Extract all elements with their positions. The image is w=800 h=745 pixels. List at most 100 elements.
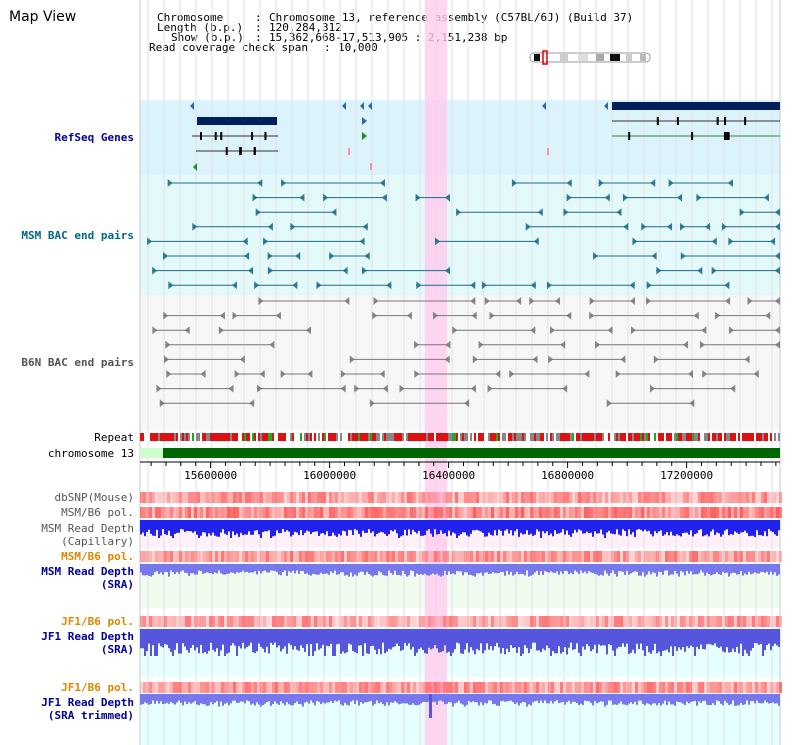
- repeat-element: [174, 433, 176, 441]
- jf1-depth-trimmed-bar: [350, 694, 352, 702]
- dbsnp-density: [143, 492, 146, 503]
- jf1-depth-sra-bar: [260, 629, 262, 648]
- msm-depth-capillary-bar: [776, 520, 778, 536]
- msm-depth-capillary-bar: [274, 520, 276, 536]
- jf1-depth-sra-bar: [164, 629, 166, 645]
- dbsnp-density: [458, 492, 461, 503]
- msm-b6-pol-2-density: [554, 551, 557, 562]
- msm-depth-sra-bar: [482, 564, 484, 576]
- msm-bac-end: [511, 179, 517, 187]
- msm-b6-pol-2-density: [155, 551, 158, 562]
- jf1-depth-trimmed-bar: [564, 694, 566, 705]
- repeat-element: [248, 433, 250, 441]
- msm-depth-capillary-bar: [614, 520, 616, 535]
- jf1-depth-sra-bar: [580, 629, 582, 656]
- jf1-depth-trimmed-bar: [492, 694, 494, 705]
- dbsnp-density: [506, 492, 509, 503]
- jf1-depth-sra-bar: [262, 629, 264, 649]
- jf1-depth-trimmed-bar: [416, 694, 418, 706]
- repeat-element: [398, 433, 400, 441]
- repeat-element: [378, 433, 380, 441]
- msm-depth-capillary-bar: [692, 520, 694, 537]
- b6n-bac-end: [747, 297, 753, 305]
- jf1-b6-pol-density: [632, 616, 635, 627]
- msm-depth-sra-bar: [166, 564, 168, 572]
- jf1-depth-sra-bar: [664, 629, 666, 651]
- repeat-element: [382, 433, 384, 441]
- msm-b6-pol-density: [557, 507, 560, 518]
- jf1-b6-pol-density: [680, 616, 683, 627]
- repeat-element: [484, 433, 486, 441]
- jf1-depth-sra-bar: [672, 629, 674, 656]
- msm-b6-pol-2-density: [479, 551, 482, 562]
- msm-bac-end: [770, 237, 776, 246]
- msm-depth-capillary-bar: [268, 520, 270, 531]
- jf1-b6-pol-density: [620, 616, 623, 627]
- repeat-element: [572, 433, 574, 441]
- msm-b6-pol-2-density: [182, 551, 185, 562]
- msm-depth-sra-bar: [296, 564, 298, 571]
- track-label-msm-bac[interactable]: MSM BAC end pairs: [21, 229, 134, 242]
- b6n-bac-end: [344, 297, 350, 305]
- b6n-bac-end: [589, 297, 595, 305]
- jf1-b6-pol-2-density: [446, 682, 449, 693]
- jf1-depth-trimmed-bar: [240, 694, 242, 702]
- msm-b6-pol-2-density: [266, 551, 269, 562]
- repeat-element: [310, 433, 312, 441]
- msm-bac-end: [361, 266, 367, 275]
- msm-b6-pol-2-density: [383, 551, 386, 562]
- msm-depth-sra-bar: [600, 564, 602, 575]
- b6n-bac-end: [725, 297, 731, 305]
- jf1-depth-trimmed-bar: [360, 694, 362, 703]
- jf1-depth-trimmed-bar: [462, 694, 464, 705]
- msm-bac-end: [728, 237, 734, 246]
- track-label-b6n-bac[interactable]: B6N BAC end pairs: [21, 356, 134, 369]
- repeat-element: [320, 433, 322, 441]
- dbsnp-density: [425, 492, 428, 503]
- jf1-b6-pol-density: [383, 616, 386, 627]
- msm-depth-capillary-bar: [586, 520, 588, 532]
- jf1-b6-pol-2-density: [683, 682, 686, 693]
- jf1-b6-pol-2-density: [140, 682, 143, 693]
- dbsnp-density: [272, 492, 275, 503]
- msm-depth-sra-bar: [682, 564, 684, 573]
- dbsnp-density: [470, 492, 473, 503]
- track-label-refseq-genes[interactable]: RefSeq Genes: [54, 131, 134, 144]
- jf1-depth-trimmed-bar: [414, 694, 416, 706]
- msm-depth-capillary-bar: [512, 520, 514, 536]
- msm-depth-sra-bar: [144, 564, 146, 576]
- msm-depth-sra-bar: [460, 564, 462, 572]
- msm-depth-sra-bar: [474, 564, 476, 577]
- msm-bac-end: [711, 237, 717, 246]
- repeat-element: [688, 433, 690, 441]
- msm-b6-pol-density: [287, 507, 290, 518]
- jf1-b6-pol-density: [479, 616, 482, 627]
- msm-bac-end: [598, 179, 604, 187]
- dbsnp-density: [725, 492, 728, 503]
- gene-exon: [200, 132, 203, 140]
- jf1-depth-sra-bar: [686, 629, 688, 647]
- msm-b6-pol-density: [152, 507, 155, 518]
- jf1-b6-pol-density: [674, 616, 677, 627]
- jf1-b6-pol-2-density: [614, 682, 617, 693]
- gene-exon: [253, 147, 256, 155]
- jf1-depth-trimmed-bar: [182, 694, 184, 706]
- dbsnp-density: [659, 492, 662, 503]
- jf1-depth-sra-bar: [674, 629, 676, 647]
- msm-b6-pol-2-density: [704, 551, 707, 562]
- dbsnp-density: [563, 492, 566, 503]
- msm-b6-pol-density: [179, 507, 182, 518]
- jf1-b6-pol-density: [248, 616, 251, 627]
- jf1-depth-sra-bar: [140, 629, 142, 649]
- dbsnp-density: [497, 492, 500, 503]
- repeat-element: [582, 433, 584, 441]
- msm-b6-pol-density: [224, 507, 227, 518]
- jf1-depth-sra-bar: [438, 629, 440, 653]
- msm-depth-capillary-bar: [256, 520, 258, 531]
- jf1-b6-pol-2-density: [146, 682, 149, 693]
- repeat-element: [158, 433, 160, 441]
- jf1-depth-sra-bar: [738, 629, 740, 654]
- msm-depth-sra-bar: [316, 564, 318, 575]
- jf1-b6-pol-density: [266, 616, 269, 627]
